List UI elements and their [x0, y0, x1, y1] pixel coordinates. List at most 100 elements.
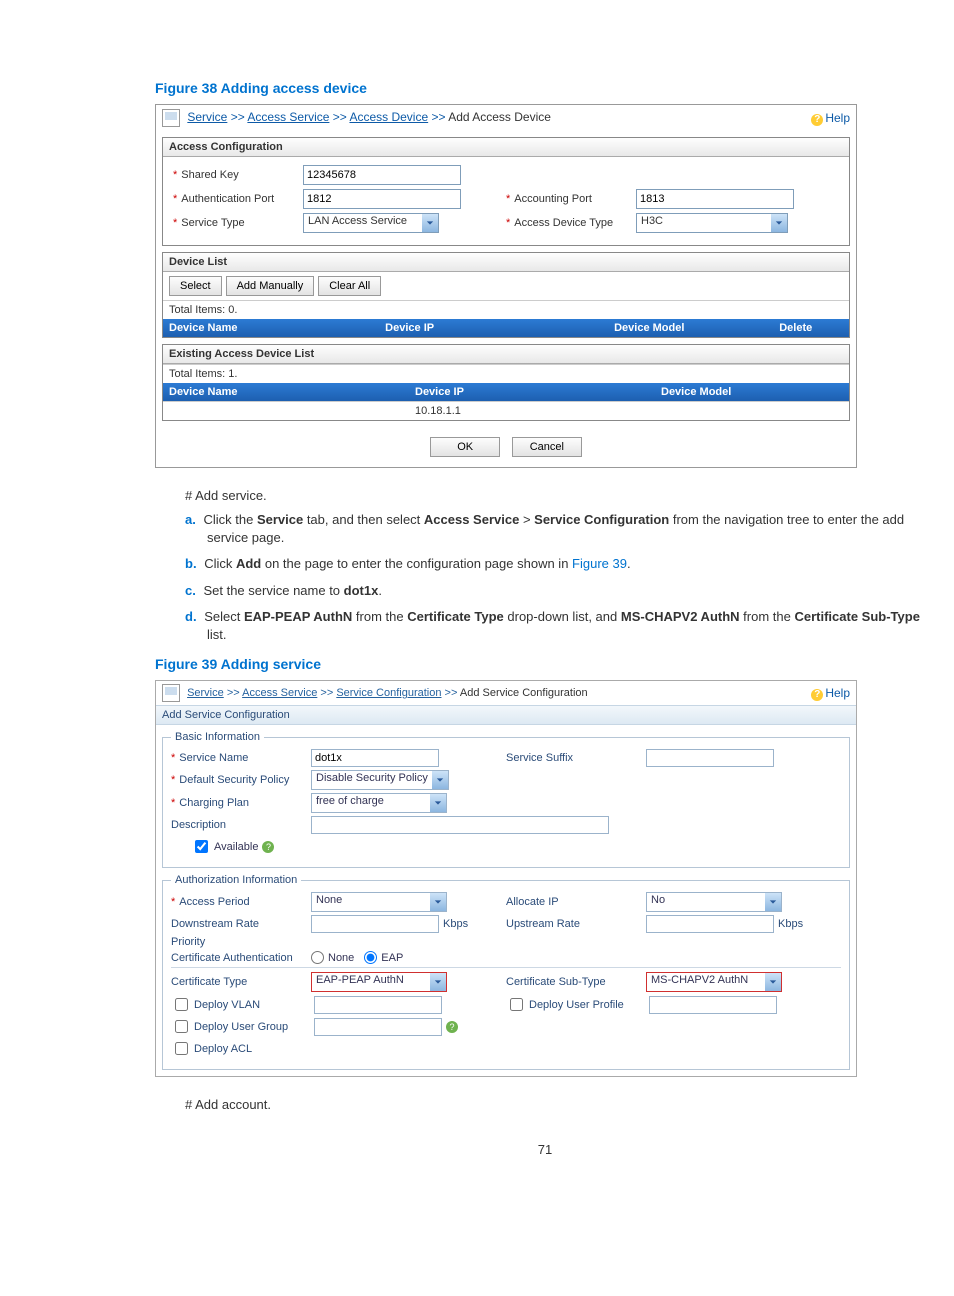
- table-row: 10.18.1.1: [163, 401, 849, 420]
- auth-port-label: Authentication Port: [181, 193, 274, 205]
- service-type-select[interactable]: LAN Access Service: [303, 213, 439, 233]
- default-security-label: Default Security Policy: [179, 774, 289, 786]
- step-a: a. Click the Service tab, and then selec…: [185, 511, 935, 547]
- access-configuration-section: Access Configuration *Shared Key *Authen…: [162, 137, 850, 246]
- acct-port-label: Accounting Port: [514, 193, 592, 205]
- deploy-user-group-input[interactable]: [314, 1018, 442, 1036]
- downstream-rate-input[interactable]: [311, 915, 439, 933]
- authorization-information-fieldset: Authorization Information *Access Period…: [162, 874, 850, 1070]
- clear-all-button[interactable]: Clear All: [318, 276, 381, 296]
- access-dev-type-select[interactable]: H3C: [636, 213, 788, 233]
- cert-auth-eap-radio[interactable]: [364, 951, 377, 964]
- chevron-down-icon: [430, 794, 446, 812]
- service-suffix-label: Service Suffix: [506, 752, 646, 764]
- chevron-down-icon: [432, 771, 448, 789]
- access-configuration-title: Access Configuration: [163, 138, 849, 157]
- info-icon: ?: [262, 841, 274, 853]
- deploy-user-group-checkbox[interactable]: [175, 1020, 188, 1033]
- authorization-information-legend: Authorization Information: [171, 874, 301, 886]
- access-dev-type-label: Access Device Type: [514, 217, 613, 229]
- add-manually-button[interactable]: Add Manually: [226, 276, 315, 296]
- access-period-label: Access Period: [179, 896, 249, 908]
- cert-type-select[interactable]: EAP-PEAP AuthN: [311, 972, 447, 992]
- shared-key-input[interactable]: [303, 165, 461, 185]
- crumb-current: Add Access Device: [448, 110, 551, 124]
- figure-39-link[interactable]: Figure 39: [572, 556, 627, 571]
- description-label: Description: [171, 819, 311, 831]
- device-list-header: Device Name Device IP Device Model Delet…: [163, 319, 849, 337]
- cert-auth-label: Certificate Authentication: [171, 952, 311, 964]
- charging-plan-label: Charging Plan: [179, 797, 249, 809]
- upstream-rate-input[interactable]: [646, 915, 774, 933]
- allocate-ip-select[interactable]: No: [646, 892, 782, 912]
- device-list-section: Device List Select Add Manually Clear Al…: [162, 252, 850, 338]
- deploy-vlan-input[interactable]: [314, 996, 442, 1014]
- priority-label: Priority: [171, 936, 311, 948]
- crumb-access-service[interactable]: Access Service: [242, 687, 317, 699]
- deploy-acl-checkbox[interactable]: [175, 1042, 188, 1055]
- add-service-config-title: Add Service Configuration: [156, 705, 856, 725]
- help-icon: ?: [811, 114, 823, 126]
- deploy-user-group-label: Deploy User Group: [194, 1021, 314, 1033]
- deploy-user-profile-checkbox[interactable]: [510, 998, 523, 1011]
- access-period-select[interactable]: None: [311, 892, 447, 912]
- shared-key-label: Shared Key: [181, 169, 238, 181]
- acct-port-input[interactable]: [636, 189, 794, 209]
- help-link[interactable]: ?Help: [811, 111, 850, 126]
- cert-sub-label: Certificate Sub-Type: [506, 976, 646, 988]
- device-list-total: Total Items: 0.: [163, 300, 849, 319]
- chevron-down-icon: [765, 893, 781, 911]
- crumb-access-device[interactable]: Access Device: [349, 110, 428, 124]
- steps-list: a. Click the Service tab, and then selec…: [185, 511, 935, 644]
- deploy-user-profile-label: Deploy User Profile: [529, 999, 649, 1011]
- description-input[interactable]: [311, 816, 609, 834]
- service-name-label: Service Name: [179, 752, 248, 764]
- chevron-down-icon: [430, 893, 446, 911]
- ok-button[interactable]: OK: [430, 437, 500, 457]
- figure-38-title: Figure 38 Adding access device: [155, 80, 935, 96]
- crumb-current: Add Service Configuration: [460, 687, 588, 699]
- figure-39-title: Figure 39 Adding service: [155, 656, 935, 672]
- chevron-down-icon: [422, 214, 438, 232]
- crumb-access-service[interactable]: Access Service: [247, 110, 329, 124]
- crumb-service[interactable]: Service: [187, 110, 227, 124]
- service-suffix-input[interactable]: [646, 749, 774, 767]
- info-icon: ?: [446, 1021, 458, 1033]
- add-account-heading: # Add account.: [185, 1097, 935, 1112]
- basic-information-legend: Basic Information: [171, 731, 264, 743]
- page-icon: [162, 109, 180, 127]
- add-service-heading: # Add service.: [185, 488, 935, 503]
- page-number: 71: [155, 1142, 935, 1157]
- upstream-rate-label: Upstream Rate: [506, 918, 646, 930]
- figure-38-panel: Service >> Access Service >> Access Devi…: [155, 104, 857, 468]
- cert-type-label: Certificate Type: [171, 976, 311, 988]
- deploy-user-profile-input[interactable]: [649, 996, 777, 1014]
- step-b: b. Click Add on the page to enter the co…: [185, 555, 935, 573]
- auth-port-input[interactable]: [303, 189, 461, 209]
- page-icon: [162, 684, 180, 702]
- downstream-rate-label: Downstream Rate: [171, 918, 311, 930]
- charging-plan-select[interactable]: free of charge: [311, 793, 447, 813]
- chevron-down-icon: [765, 973, 781, 991]
- breadcrumb-2: Service >> Access Service >> Service Con…: [156, 681, 856, 705]
- cert-auth-none-radio[interactable]: [311, 951, 324, 964]
- device-list-title: Device List: [163, 253, 849, 272]
- help-link[interactable]: ?Help: [811, 686, 850, 701]
- available-checkbox[interactable]: [195, 840, 208, 853]
- select-button[interactable]: Select: [169, 276, 222, 296]
- service-name-input[interactable]: [311, 749, 439, 767]
- default-security-select[interactable]: Disable Security Policy: [311, 770, 449, 790]
- existing-list-title: Existing Access Device List: [163, 345, 849, 364]
- existing-list-total: Total Items: 1.: [163, 364, 849, 383]
- figure-39-panel: Service >> Access Service >> Service Con…: [155, 680, 857, 1077]
- deploy-vlan-label: Deploy VLAN: [194, 999, 314, 1011]
- basic-information-fieldset: Basic Information *Service Name Service …: [162, 731, 850, 868]
- cancel-button[interactable]: Cancel: [512, 437, 582, 457]
- help-icon: ?: [811, 689, 823, 701]
- deploy-vlan-checkbox[interactable]: [175, 998, 188, 1011]
- crumb-service-config[interactable]: Service Configuration: [336, 687, 441, 699]
- cert-sub-select[interactable]: MS-CHAPV2 AuthN: [646, 972, 782, 992]
- chevron-down-icon: [430, 973, 446, 991]
- crumb-service[interactable]: Service: [187, 687, 224, 699]
- existing-list-section: Existing Access Device List Total Items:…: [162, 344, 850, 421]
